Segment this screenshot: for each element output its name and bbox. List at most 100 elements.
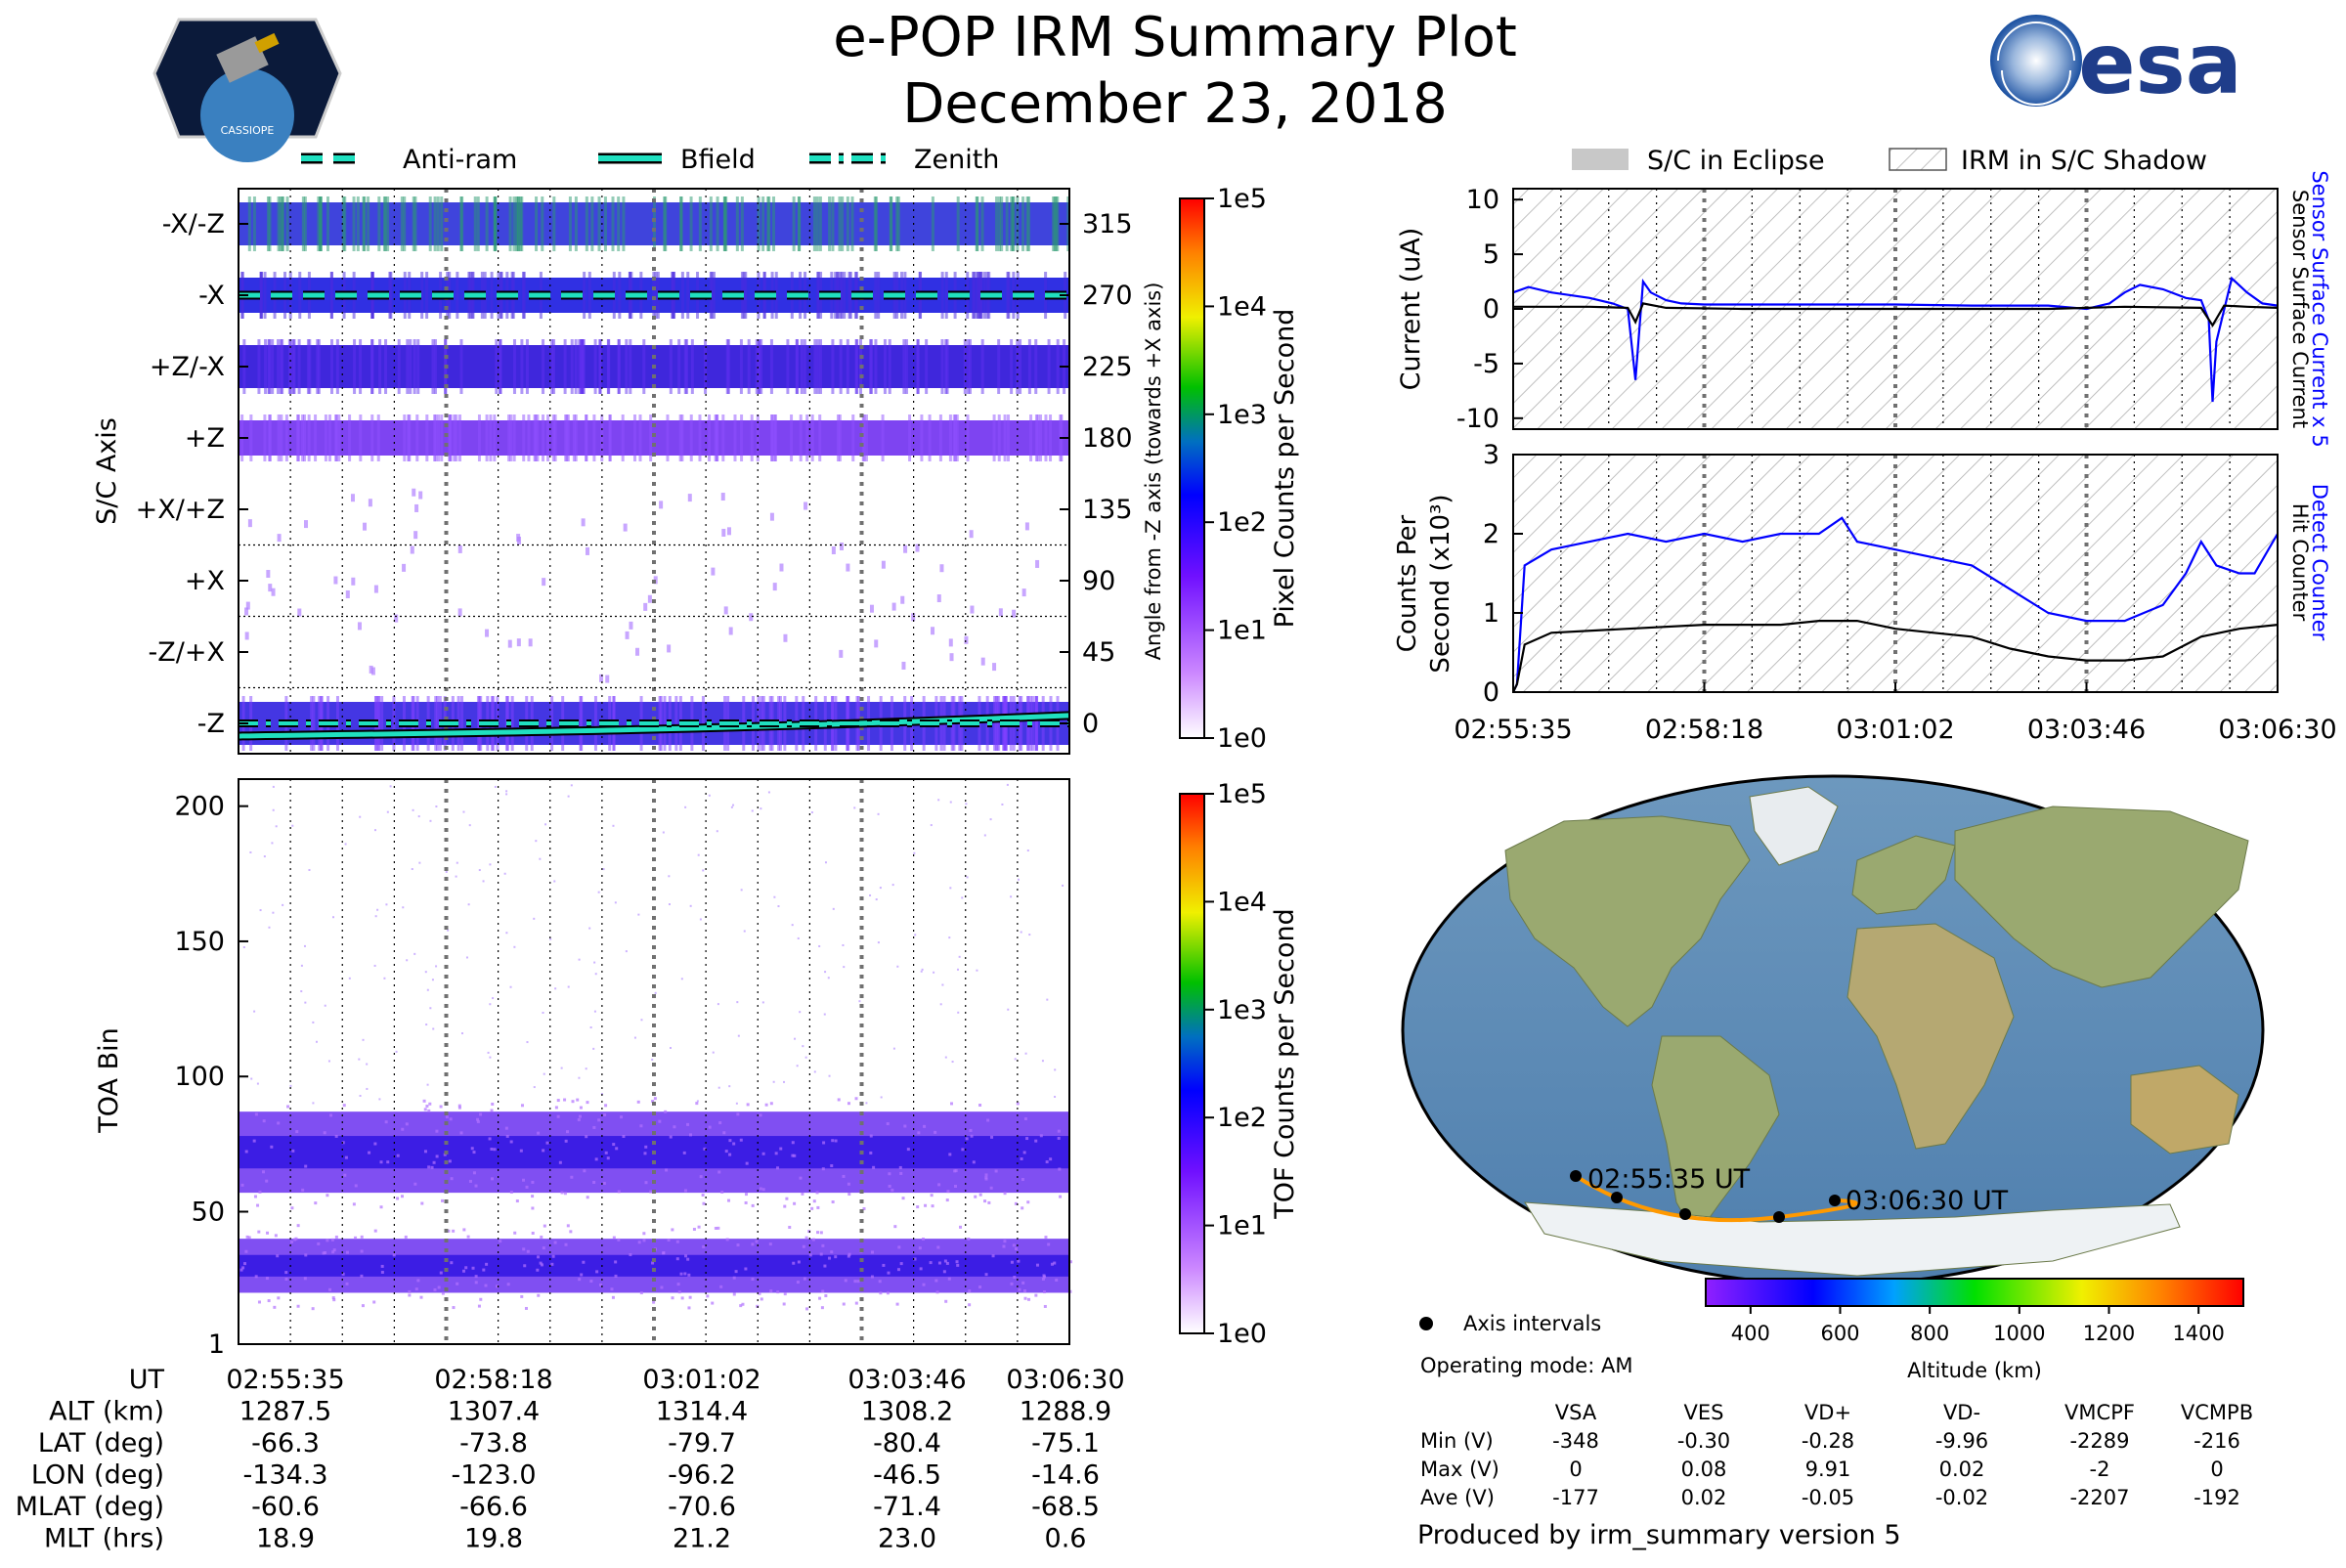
pixel-band-speckle — [525, 339, 529, 394]
pixel-band-speckle — [518, 196, 522, 251]
tof-band-speckle — [722, 1131, 726, 1135]
pixel-band-speckle — [312, 696, 316, 751]
pixel-band-speckle — [510, 696, 514, 751]
pixel-sparse-mark — [271, 588, 276, 596]
tof-band-speckle — [929, 1261, 933, 1265]
pixel-sparse-mark — [599, 674, 604, 682]
tof-noise-dot — [728, 1085, 731, 1088]
line-ytick-label: 3 — [1483, 440, 1499, 470]
tof-band-speckle — [751, 1203, 755, 1207]
tof-noise-dot — [468, 824, 471, 827]
tof-noise-dot — [344, 843, 347, 846]
tof-noise-dot — [875, 898, 878, 901]
pixel-band-speckle — [568, 196, 572, 251]
tof-band-speckle — [499, 1240, 502, 1243]
tof-band-speckle — [946, 1190, 950, 1194]
pixel-sparse-mark — [969, 530, 974, 539]
tof-band-speckle — [435, 1154, 439, 1158]
tof-band-speckle — [870, 1275, 874, 1279]
tof-band-speckle — [604, 1151, 608, 1154]
tof-noise-dot — [429, 819, 432, 822]
tof-noise-dot — [804, 1056, 807, 1059]
tof-band-speckle — [603, 1113, 607, 1117]
tof-band-speckle — [266, 1231, 270, 1235]
tof-band-speckle — [820, 1306, 824, 1310]
tof-band-speckle — [821, 1243, 825, 1247]
tof-noise-dot — [411, 868, 413, 871]
pixel-band-speckle — [485, 414, 489, 461]
tof-band-speckle — [717, 1226, 720, 1230]
pixel-band-speckle — [831, 196, 835, 251]
tof-noise-dot — [465, 956, 468, 959]
tof-band-speckle — [823, 1264, 827, 1268]
orbit-track — [1574, 1174, 1858, 1223]
pixel-band-speckle — [810, 414, 814, 461]
tof-band-speckle — [950, 1102, 954, 1106]
pixel-band-speckle — [904, 339, 908, 394]
pixel-band-speckle — [774, 272, 778, 319]
tof-band-speckle — [314, 1201, 318, 1205]
tof-noise-dot — [832, 907, 835, 910]
pixel-band-speckle — [247, 196, 251, 251]
pixel-band-speckle — [755, 339, 759, 394]
ephemeris-value: -46.5 — [873, 1460, 941, 1491]
tof-band-speckle — [606, 1156, 610, 1160]
pixel-band-speckle — [818, 196, 822, 251]
tof-band-speckle — [821, 1167, 825, 1171]
tof-band-speckle — [423, 1150, 427, 1154]
pixel-sparse-mark — [350, 494, 355, 502]
pixel-band-speckle — [925, 339, 929, 394]
pixel-sparse-mark — [949, 653, 954, 662]
tof-band-speckle — [755, 1240, 759, 1243]
pixel-band-speckle — [698, 196, 702, 251]
tof-band-speckle — [414, 1287, 418, 1291]
voltage-cell: 9.91 — [1805, 1458, 1851, 1481]
tof-band-speckle — [686, 1257, 690, 1261]
pixel-sparse-mark — [831, 545, 836, 554]
voltage-row-label: Max (V) — [1420, 1458, 1499, 1481]
tof-noise-dot — [386, 810, 389, 813]
pixel-band-speckle — [1052, 196, 1056, 251]
tof-noise-dot — [492, 997, 495, 1000]
pixel-band-speckle — [1003, 414, 1007, 461]
tof-noise-dot — [877, 941, 880, 944]
cassiope-logo: CASSIOPE — [152, 18, 342, 162]
tof-band-speckle — [425, 1105, 429, 1109]
pixel-sparse-mark — [915, 544, 920, 552]
ephemeris-row-label: ALT (km) — [49, 1397, 164, 1427]
tof-band-speckle — [931, 1204, 934, 1208]
tof-band-speckle — [1059, 1195, 1063, 1198]
pixel-band-speckle — [521, 272, 525, 319]
pixel-band-speckle — [888, 339, 891, 394]
cassiope-logo-text: CASSIOPE — [221, 124, 275, 137]
pixel-band-speckle — [889, 196, 892, 251]
tof-noise-dot — [1020, 931, 1022, 934]
pixel-band-speckle — [715, 414, 718, 461]
tof-band-speckle — [830, 1250, 834, 1254]
counts-panel: 3 2 1 0 Counts Per Second (x10³) Detect Cou… — [1393, 440, 2331, 708]
pixel-sparse-mark — [869, 604, 874, 613]
pixel-band-speckle — [818, 339, 822, 394]
ephemeris-value: 03:06:30 — [1006, 1365, 1124, 1395]
voltage-header: VES — [1684, 1401, 1724, 1424]
pixel-band-speckle — [975, 196, 978, 251]
tof-noise-dot — [332, 916, 335, 919]
tof-band-speckle — [906, 1148, 910, 1152]
pixel-band-speckle — [1021, 196, 1025, 251]
pixel-band-speckle — [805, 414, 809, 461]
pixel-band-speckle — [587, 272, 591, 319]
pixel-band-speckle — [317, 339, 321, 394]
pixel-band-speckle — [686, 272, 690, 319]
track-interval-dot — [1679, 1208, 1691, 1220]
ephemeris-value: -79.7 — [668, 1428, 736, 1459]
tof-band-speckle — [842, 1174, 846, 1178]
tof-band-speckle — [683, 1189, 687, 1193]
pixel-band-speckle — [440, 196, 444, 251]
pixel-band-speckle — [659, 696, 663, 751]
tof-ytick-label: 50 — [192, 1197, 225, 1227]
pixel-sparse-mark — [414, 503, 419, 512]
pixel-band-speckle — [831, 339, 835, 394]
tof-noise-dot — [589, 1026, 592, 1029]
pixel-band-speckle — [277, 414, 281, 461]
tof-noise-dot — [272, 911, 275, 914]
